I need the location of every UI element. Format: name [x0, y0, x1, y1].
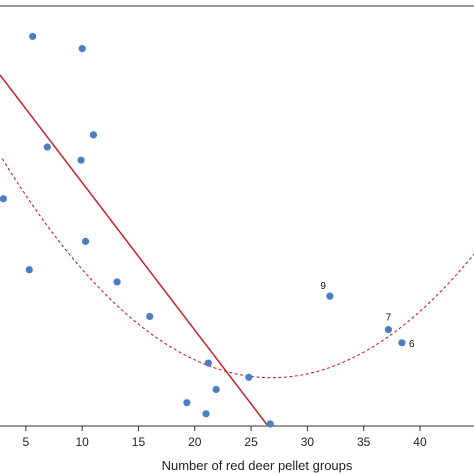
data-point	[0, 195, 7, 203]
data-point	[266, 420, 274, 428]
x-tick-label: 25	[244, 435, 258, 449]
data-point	[29, 32, 37, 41]
data-point	[89, 131, 98, 139]
data-point	[212, 385, 220, 394]
data-point	[78, 45, 86, 53]
plot-frame	[0, 5, 474, 427]
data-point	[146, 312, 154, 321]
data-point	[25, 266, 33, 274]
data-point	[326, 292, 334, 300]
data-point	[81, 237, 90, 245]
data-point	[202, 410, 210, 418]
data-point	[113, 278, 121, 286]
data-point-label: 7	[386, 313, 392, 324]
x-tick-label: 20	[188, 435, 202, 449]
data-point	[43, 143, 51, 151]
quadratic-fit-curve	[1, 158, 474, 379]
x-tick-label: 35	[357, 435, 371, 449]
data-point	[384, 326, 393, 334]
x-axis-title: Number of red deer pellet groups	[162, 458, 353, 473]
data-point	[245, 373, 253, 381]
x-ticks: 5 10 15 20 25 30 35 40	[23, 426, 427, 449]
data-point-label: 9	[320, 281, 326, 292]
x-tick-label: 10	[76, 435, 90, 449]
data-point	[204, 359, 212, 367]
linear-fit-line	[0, 74, 269, 427]
data-point-label: 6	[409, 339, 415, 350]
data-points: 9 7 6	[0, 32, 415, 428]
x-tick-label: 5	[23, 435, 30, 449]
x-tick-label: 40	[413, 435, 427, 449]
data-point	[398, 339, 406, 347]
data-point	[183, 399, 191, 407]
fit-lines	[0, 74, 474, 427]
x-tick-label: 15	[132, 435, 146, 449]
data-point	[77, 156, 85, 164]
x-tick-label: 30	[301, 435, 315, 449]
